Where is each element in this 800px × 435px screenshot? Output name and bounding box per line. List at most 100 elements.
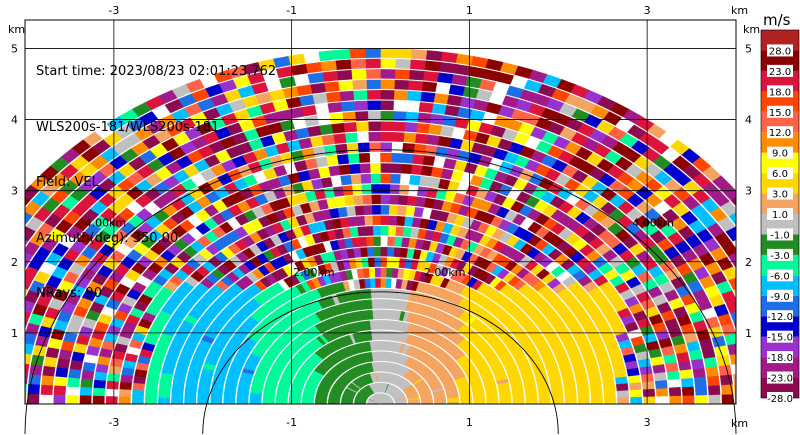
velocity-cell xyxy=(0,242,10,257)
velocity-cell xyxy=(131,396,144,404)
velocity-cell xyxy=(388,205,399,216)
velocity-cell xyxy=(0,253,3,268)
velocity-cell xyxy=(365,236,374,247)
velocity-cell xyxy=(737,221,754,236)
velocity-cell xyxy=(420,165,433,177)
velocity-cell xyxy=(25,373,29,385)
velocity-cell xyxy=(394,226,404,237)
velocity-cell xyxy=(443,158,457,170)
velocity-cell xyxy=(353,100,368,111)
velocity-cell xyxy=(336,69,353,81)
colorbar-label: -3.0 xyxy=(770,251,790,262)
velocity-cell xyxy=(405,111,419,122)
x-axis-unit-bottom: km xyxy=(731,417,748,430)
velocity-cell xyxy=(446,94,463,107)
velocity-cell xyxy=(630,396,643,404)
velocity-cell xyxy=(65,225,84,240)
velocity-cell xyxy=(392,257,400,268)
velocity-cell xyxy=(275,400,288,404)
colorbar-label: 18.0 xyxy=(769,87,791,98)
velocity-cell xyxy=(385,278,392,289)
velocity-cell xyxy=(380,288,386,299)
velocity-cell xyxy=(0,360,3,372)
colorbar-label-bg xyxy=(767,44,793,57)
velocity-cell xyxy=(430,166,444,178)
grid-lines xyxy=(25,20,736,404)
velocity-cell xyxy=(329,240,340,251)
colorbar-label: -6.0 xyxy=(770,271,790,282)
velocity-cell xyxy=(703,356,718,368)
velocity-cell xyxy=(366,90,381,100)
velocity-cell xyxy=(747,383,759,394)
velocity-cell xyxy=(409,174,421,186)
colorbar: m/s -28.0 -23.0 -18.0 -15.0 -12.0 -9.0 -6.0 -3.… xyxy=(760,11,800,405)
velocity-cell xyxy=(705,365,719,377)
velocity-cell xyxy=(120,374,134,384)
x-tick-label-top: 3 xyxy=(644,4,651,17)
colorbar-label: 23.0 xyxy=(769,67,791,78)
velocity-cell xyxy=(655,387,669,397)
velocity-cell xyxy=(380,194,390,205)
velocity-cell xyxy=(0,328,11,341)
velocity-cell xyxy=(403,132,417,143)
velocity-cell xyxy=(25,353,32,365)
velocity-cell xyxy=(627,124,647,140)
velocity-cell xyxy=(450,74,468,86)
velocity-cell xyxy=(744,231,761,246)
velocity-cell xyxy=(356,268,365,279)
velocity-cell xyxy=(340,174,352,186)
velocity-cell xyxy=(128,339,143,350)
velocity-cell xyxy=(304,234,316,246)
velocity-cell xyxy=(380,299,386,309)
velocity-cell xyxy=(493,115,511,128)
velocity-cell xyxy=(725,300,736,314)
velocity-cell xyxy=(366,247,375,257)
velocity-cell xyxy=(392,121,406,132)
velocity-cell xyxy=(512,399,525,404)
velocity-cell xyxy=(427,124,443,136)
velocity-cell xyxy=(293,160,308,172)
colorbar-label: 9.0 xyxy=(772,149,788,160)
velocity-cell xyxy=(376,309,381,320)
velocity-cell xyxy=(371,194,381,205)
velocity-cell xyxy=(590,385,603,393)
colorbar-label-bg xyxy=(767,351,793,364)
velocity-cell xyxy=(740,341,754,353)
colorbar-label-bg xyxy=(767,126,793,139)
velocity-cell xyxy=(429,209,441,221)
velocity-cell xyxy=(420,91,436,103)
velocity-cell xyxy=(389,194,399,205)
velocity-cell xyxy=(25,266,39,281)
velocity-cell xyxy=(25,200,42,217)
y-axis-unit-left: km xyxy=(8,23,25,36)
velocity-cell xyxy=(93,379,106,389)
velocity-cell xyxy=(729,311,736,324)
colorbar-label-bg xyxy=(767,269,793,282)
velocity-cell xyxy=(0,216,13,231)
velocity-cell xyxy=(386,257,394,268)
colorbar-label: -28.0 xyxy=(767,394,793,405)
velocity-cell xyxy=(380,184,391,194)
y-axis-unit-right: km xyxy=(743,23,760,36)
velocity-cell xyxy=(365,58,381,69)
velocity-cell xyxy=(679,368,693,379)
velocity-cell xyxy=(86,345,101,357)
velocity-cell xyxy=(69,360,83,371)
y-tick-label-left: 3 xyxy=(11,185,18,198)
velocity-cell xyxy=(321,134,336,146)
velocity-cell xyxy=(389,184,400,195)
velocity-cell xyxy=(92,395,105,404)
velocity-cell xyxy=(380,152,392,163)
colorbar-label: -18.0 xyxy=(767,353,793,364)
velocity-cell xyxy=(350,58,367,69)
velocity-cell xyxy=(380,58,396,69)
velocity-cell xyxy=(643,396,656,404)
velocity-cell xyxy=(172,380,185,388)
velocity-field xyxy=(0,48,761,404)
colorbar-label: 6.0 xyxy=(772,169,788,180)
velocity-cell xyxy=(505,85,524,99)
velocity-cell xyxy=(327,102,343,113)
velocity-cell xyxy=(307,72,325,84)
colorbar-label-bg xyxy=(767,392,793,404)
velocity-cell xyxy=(145,384,158,392)
